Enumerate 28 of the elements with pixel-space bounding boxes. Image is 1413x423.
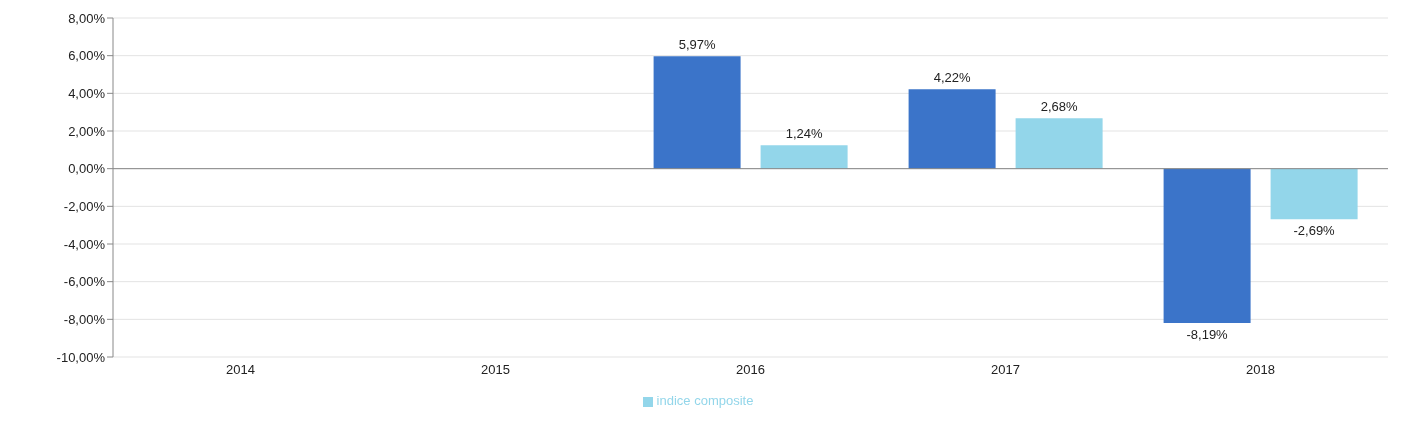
x-tick-label: 2017 <box>991 362 1020 378</box>
data-label: 1,24% <box>785 126 823 142</box>
y-tick-label: 6,00% <box>68 48 106 64</box>
y-tick-label: -2,00% <box>63 198 106 214</box>
y-tick-label: -4,00% <box>63 236 106 252</box>
data-label: 4,22% <box>933 70 971 86</box>
bar <box>760 145 848 169</box>
y-tick-label: 8,00% <box>68 10 106 26</box>
y-tick-label: 2,00% <box>68 123 106 139</box>
data-label: -8,19% <box>1186 326 1229 342</box>
bar <box>653 56 741 169</box>
bar <box>908 89 996 169</box>
y-tick-label: -8,00% <box>63 311 106 327</box>
y-tick-label: 0,00% <box>68 161 106 177</box>
x-tick-label: 2016 <box>736 362 765 378</box>
x-tick-label: 2015 <box>481 362 510 378</box>
x-tick-label: 2014 <box>226 362 255 378</box>
y-tick-label: -6,00% <box>63 274 106 290</box>
y-tick-label: -10,00% <box>56 349 106 365</box>
data-label: -2,69% <box>1293 223 1336 239</box>
y-tick-label: 4,00% <box>68 85 106 101</box>
data-label: 2,68% <box>1040 99 1078 115</box>
bar <box>1163 168 1251 323</box>
bar <box>1270 168 1358 220</box>
bar <box>1015 118 1103 169</box>
legend-label: indice composite <box>656 393 754 408</box>
x-tick-label: 2018 <box>1246 362 1275 378</box>
data-label: 5,97% <box>678 37 716 53</box>
